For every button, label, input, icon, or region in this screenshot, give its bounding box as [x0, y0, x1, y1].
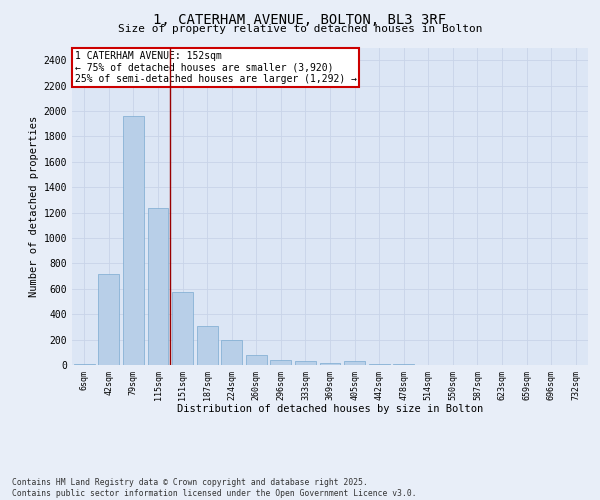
- Bar: [172, 292, 193, 365]
- Bar: [295, 361, 316, 365]
- Bar: [344, 361, 365, 365]
- Bar: [197, 326, 218, 365]
- X-axis label: Distribution of detached houses by size in Bolton: Distribution of detached houses by size …: [177, 404, 483, 414]
- Bar: [74, 364, 95, 365]
- Bar: [123, 116, 144, 365]
- Y-axis label: Number of detached properties: Number of detached properties: [29, 116, 40, 297]
- Bar: [271, 360, 292, 365]
- Bar: [98, 274, 119, 365]
- Bar: [368, 364, 389, 365]
- Text: Size of property relative to detached houses in Bolton: Size of property relative to detached ho…: [118, 24, 482, 34]
- Bar: [320, 363, 340, 365]
- Bar: [393, 364, 414, 365]
- Bar: [148, 208, 169, 365]
- Text: 1 CATERHAM AVENUE: 152sqm
← 75% of detached houses are smaller (3,920)
25% of se: 1 CATERHAM AVENUE: 152sqm ← 75% of detac…: [74, 50, 356, 84]
- Bar: [221, 340, 242, 365]
- Bar: [246, 356, 267, 365]
- Text: Contains HM Land Registry data © Crown copyright and database right 2025.
Contai: Contains HM Land Registry data © Crown c…: [12, 478, 416, 498]
- Text: 1, CATERHAM AVENUE, BOLTON, BL3 3RF: 1, CATERHAM AVENUE, BOLTON, BL3 3RF: [154, 12, 446, 26]
